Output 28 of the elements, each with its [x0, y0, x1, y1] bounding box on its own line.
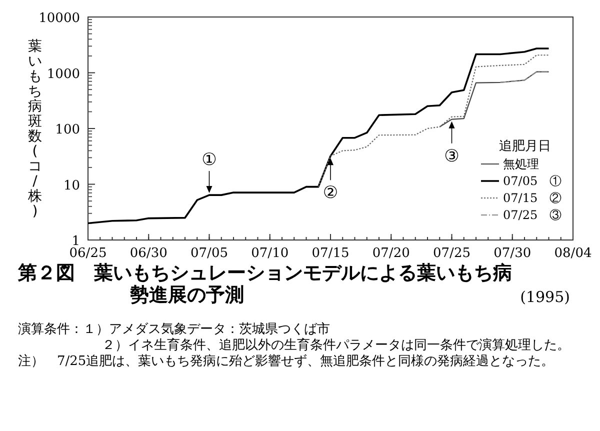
text: ２）イネ生育条件、追肥以外の生育条件パラメータは同一条件で演算処理した。	[101, 338, 571, 354]
annotation: ①	[202, 150, 217, 170]
legend-label: 07/15 ②	[503, 191, 562, 205]
annotation: ②	[322, 183, 338, 204]
y-tick-label: 10000	[38, 11, 80, 26]
legend-title: 追肥月日	[499, 139, 551, 154]
x-tick-label: 07/05	[190, 246, 228, 261]
text: 演算条件：１）アメダス気象データ：茨城県つくば市	[18, 322, 331, 338]
legend-label: 無処理	[503, 157, 539, 171]
x-tick-label: 07/20	[372, 246, 410, 261]
y-tick-label: 10	[63, 178, 80, 194]
text: 注） 7/25追肥は、葉いもち発病に殆ど影響せず、無追肥条件と同様の発病経過となった。	[18, 354, 556, 370]
annotation: ③	[444, 146, 460, 166]
y-tick-label: 1	[72, 234, 80, 249]
subtitle: (1995)	[520, 288, 570, 306]
x-tick-label: 06/25	[69, 246, 107, 261]
ylabel: 葉いもち病斑数(コ/株)	[28, 38, 42, 220]
x-tick-label: 06/30	[130, 246, 168, 261]
legend-label: 07/25 ③	[503, 208, 562, 222]
y-tick-label: 100	[55, 122, 80, 138]
legend-label: 07/05 ①	[503, 174, 562, 188]
x-tick-label: 07/30	[494, 246, 532, 261]
y-tick-label: 1000	[46, 66, 80, 82]
x-tick-label: 07/25	[433, 246, 470, 261]
x-tick-label: 07/15	[312, 246, 350, 261]
title: 第２図 葉いもちシュレーションモデルによる葉いもち病勢進展の予測	[18, 262, 513, 306]
x-tick-label: 07/10	[251, 246, 289, 261]
x-tick-label: 08/04	[554, 246, 592, 261]
